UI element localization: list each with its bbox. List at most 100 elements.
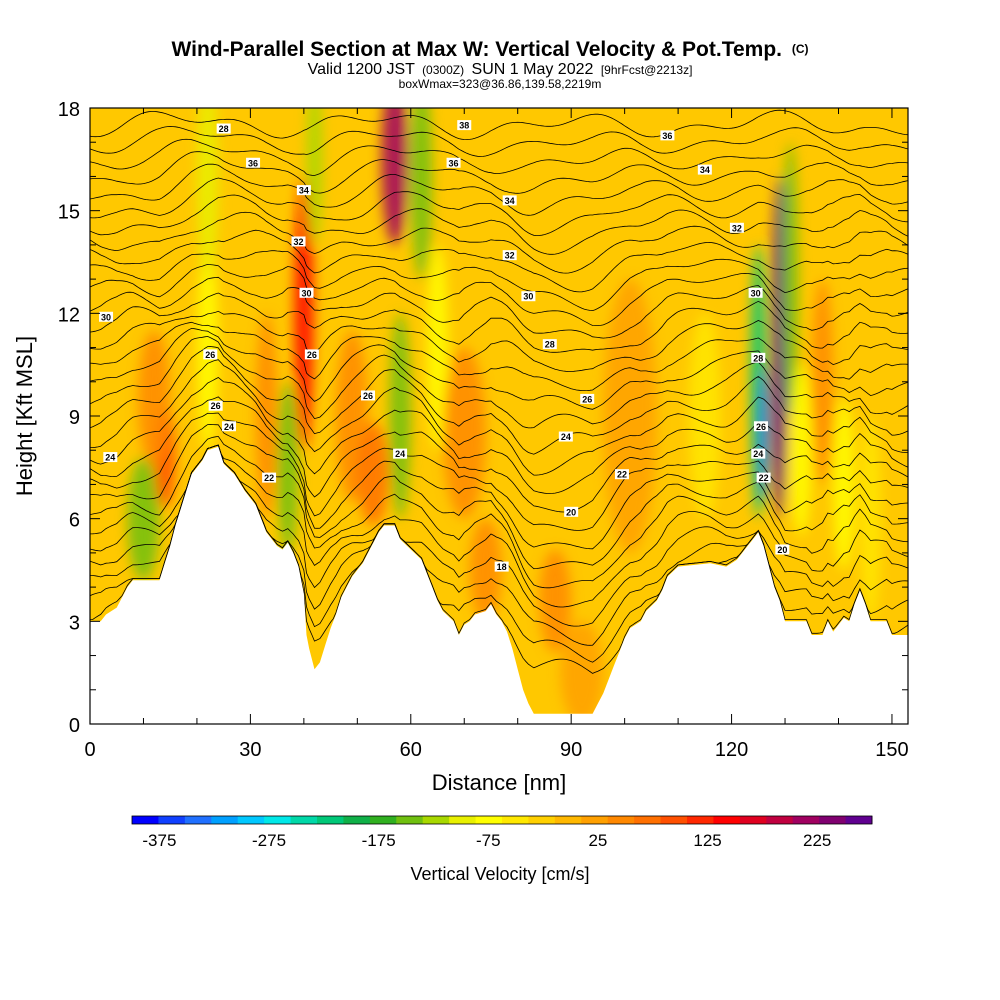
contour-label-text: 28 [753,353,763,363]
velocity-cell [357,422,390,526]
contour-label-bg [457,120,472,131]
colorbar-tick-label: -275 [252,831,286,850]
contour-label-text: 24 [105,453,115,463]
contour-label: 26 [304,349,319,360]
colorbar-swatch [317,816,344,824]
velocity-cell [539,549,572,653]
colorbar-swatch [581,816,609,824]
contour-label: 26 [753,421,768,432]
colorbar-swatch [264,816,292,824]
valid-time-line: Valid 1200 JST (0300Z) SUN 1 May 2022 [9… [308,61,693,78]
contour-label-text: 32 [294,237,304,247]
colorbar-tick-label: -375 [142,831,176,850]
isentrope-line [90,292,908,353]
x-tick-label: 120 [715,739,748,761]
y-tick-label: 0 [69,715,80,737]
colorbar-swatch [422,816,450,824]
isentrope-line [90,250,908,312]
contour-label-bg [521,291,536,302]
contour-label-text: 22 [617,470,627,480]
contour-label-bg [99,311,114,322]
colorbar-swatch [211,816,239,824]
colorbar-swatch [713,816,741,824]
contour-label-text: 36 [248,158,258,168]
contour-label-bg [446,157,461,168]
contour-label-bg [222,421,237,432]
colorbar-swatch [792,816,820,824]
velocity-cell [811,279,834,485]
contour-label-bg [775,544,790,555]
isentrope-line [90,335,908,429]
contour-label: 30 [99,311,114,322]
colorbar-swatch [607,816,635,824]
contour-label: 24 [751,448,766,459]
velocity-cell [442,347,486,519]
contour-label-bg [361,390,376,401]
chart-title: Wind-Parallel Section at Max W: Vertical… [171,38,808,61]
velocity-cell [255,313,278,519]
contour-label: 26 [361,390,376,401]
contour-label-text: 36 [662,131,672,141]
isentrope-line [90,444,908,589]
colorbar-tick-label: -75 [476,831,501,850]
colorbar-swatch [132,816,159,824]
velocity-cell [790,364,812,536]
isentrope-line [90,163,908,216]
contour-label-text: 26 [211,401,221,411]
contour-label-bg [697,164,712,175]
isentrope-line [90,321,908,391]
colorbar-swatch [158,816,186,824]
contour-label-text: 28 [545,340,555,350]
contour-label: 28 [542,339,557,350]
contour-label-text: 26 [756,422,766,432]
x-axis-label: Distance [nm] [432,770,567,795]
contour-label-text: 38 [459,121,469,131]
y-tick-label: 15 [58,202,80,224]
contour-label-text: 24 [224,422,234,432]
isentrope-line [90,412,908,531]
potential-temperature-contours [90,109,908,674]
velocity-cell [277,381,299,553]
y-tick-label: 3 [69,612,80,634]
colorbar-swatch [554,816,582,824]
colorbar-label: Vertical Velocity [cm/s] [410,864,589,884]
contour-label-bg [103,452,118,463]
isentrope-line [90,359,908,476]
isentrope-line [90,109,908,141]
contour-label: 36 [246,157,261,168]
contour-label-bg [756,472,771,483]
forecast-info: [9hrFcst@2213z] [601,63,693,77]
contour-label-bg [751,352,766,363]
colorbar-frame [131,815,873,825]
contour-label: 26 [208,400,223,411]
colorbar-swatch [819,816,847,824]
contour-label-text: 26 [307,350,317,360]
colorbar-swatch [369,816,397,824]
contour-label-bg [502,250,517,261]
contour-label-bg [291,236,306,247]
contour-label-bg [753,421,768,432]
contour-label: 24 [222,421,237,432]
colorbar-swatch [290,816,318,824]
colorbar-swatch [475,816,503,824]
isentrope-line [90,444,908,608]
x-tick-label: 150 [875,739,908,761]
contour-label-bg [580,393,595,404]
velocity-cell [859,416,882,622]
contour-label-bg [494,561,509,572]
contour-label: 32 [291,236,306,247]
contour-label-text: 24 [561,432,571,442]
velocity-cell [560,621,604,724]
colorbar-swatch [237,816,265,824]
colorbar-swatch [502,816,529,824]
contour-label-bg [542,339,557,350]
y-axis-label: Height [Kft MSL] [12,336,37,496]
colorbar-ticks: -375 -275 -175 -75 25 125 225 [142,831,831,850]
colorbar-swatch [660,816,688,824]
contour-label-text: 26 [363,391,373,401]
contour-label-bg [304,349,319,360]
contour-label: 22 [756,472,771,483]
contour-label: 34 [296,185,311,196]
